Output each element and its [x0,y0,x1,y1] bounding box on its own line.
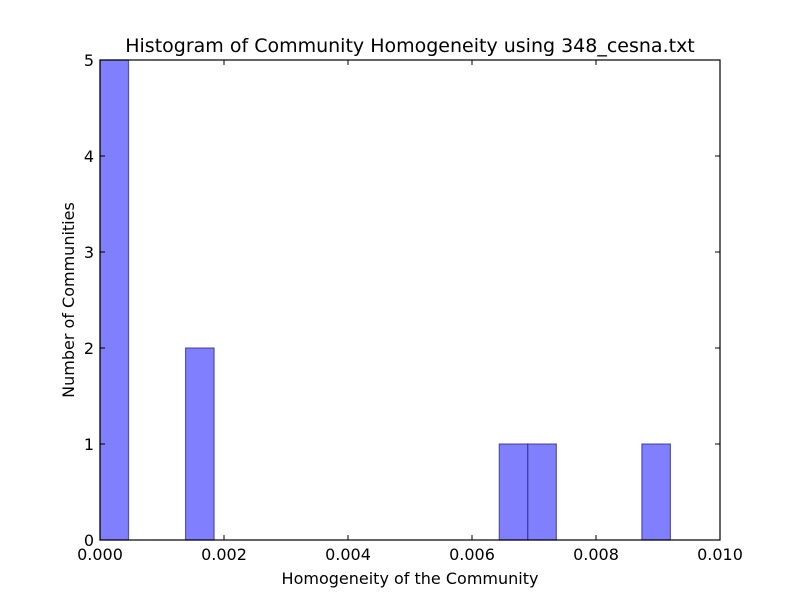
x-tick-label-0: 0.000 [77,545,123,564]
y-tick-label-5: 5 [84,51,94,70]
x-tick-label-3: 0.006 [449,545,495,564]
histogram-bars [99,59,672,541]
y-tick-label-0: 0 [84,531,94,550]
y-tick-label-1: 1 [84,435,94,454]
x-tick-label-5: 0.010 [697,545,743,564]
x-axis-ticks: 0.000 0.002 0.004 0.006 0.008 0.010 [77,60,743,564]
plot-frame [99,59,721,541]
y-tick-label-2: 2 [84,339,94,358]
histogram-bar-1 [184,347,215,541]
chart-title: Histogram of Community Homogeneity using… [125,35,695,57]
histogram-bar-4 [641,443,672,541]
x-tick-label-1: 0.002 [201,545,247,564]
x-tick-label-2: 0.004 [325,545,371,564]
histogram-bar-0 [99,59,130,541]
y-tick-label-3: 3 [84,243,94,262]
y-tick-label-4: 4 [84,147,94,166]
y-axis-label: Number of Communities [59,202,78,398]
x-axis-label: Homogeneity of the Community [282,569,539,588]
histogram-bar-2 [498,443,529,541]
x-tick-label-4: 0.008 [573,545,619,564]
y-axis-ticks: 0 1 2 3 4 5 [84,51,720,550]
histogram-bar-3 [527,443,557,541]
